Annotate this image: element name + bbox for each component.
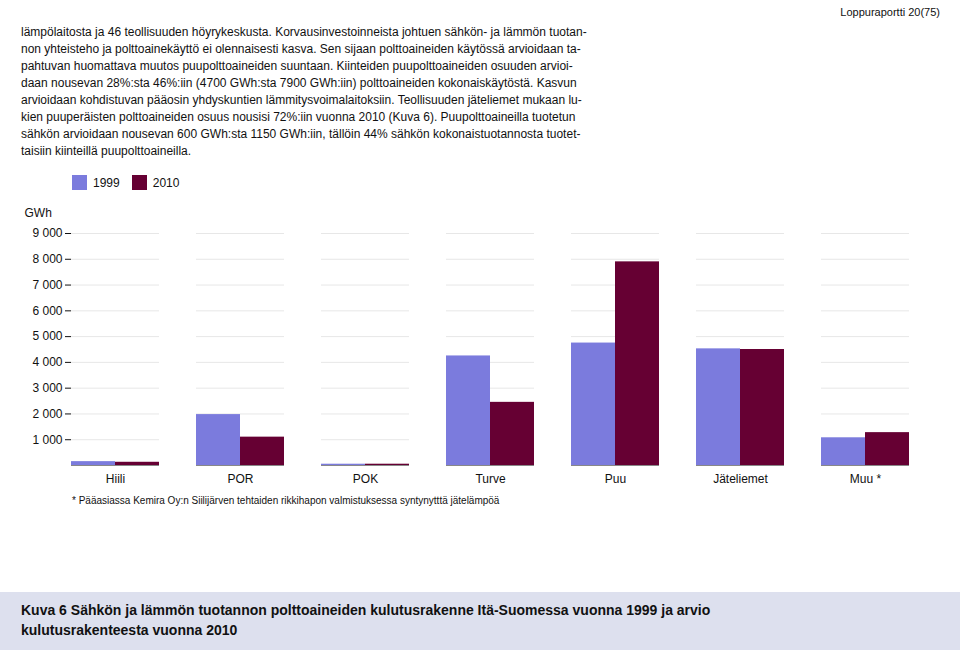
html-text:daan nousevan 28%:sta 46%:iin: daan nousevan 28%:sta 46%:iin (4700 GWh:…: [21, 76, 577, 90]
html-text:2010: 2010: [152, 175, 180, 190]
html-text:non yhteisteho ja polttoainekä: non yhteisteho ja polttoainekäyttö ei ol…: [21, 42, 581, 56]
svg-text:Hiili: Hiili: [106, 472, 125, 486]
svg-text:8 000: 8 000: [32, 252, 62, 266]
html-text:pahtuvan huomattava muutos puu: pahtuvan huomattava muutos puupolttoaine…: [21, 59, 573, 73]
svg-text:Turve: Turve: [475, 472, 506, 486]
svg-text:POR: POR: [227, 472, 253, 486]
svg-text:GWh: GWh: [25, 206, 52, 220]
html-text:sähkön arvioidaan nousevan 600: sähkön arvioidaan nousevan 600 GWh:sta 1…: [21, 127, 581, 141]
svg-text:Jäteliemet: Jäteliemet: [713, 472, 768, 486]
html-text:Loppuraportti 20(75): Loppuraportti 20(75): [840, 6, 940, 18]
svg-text:7 000: 7 000: [32, 278, 62, 292]
html-text:* Pääasiassa Kemira Oy:n Siili: * Pääasiassa Kemira Oy:n Siilijärven teh…: [72, 495, 500, 506]
html-text:Kuva 6 Sähkön ja lämmön tuotan: Kuva 6 Sähkön ja lämmön tuotannon poltto…: [21, 602, 711, 618]
html-text:kien puuperäisten polttoaineid: kien puuperäisten polttoaineiden osuus n…: [21, 110, 576, 124]
html-text:taisiin kiinteillä puupolttoai: taisiin kiinteillä puupolttoaineilla.: [21, 144, 192, 158]
svg-text:6 000: 6 000: [32, 304, 62, 318]
svg-text:3 000: 3 000: [32, 381, 62, 395]
svg-text:POK: POK: [353, 472, 378, 486]
html-text:lämpölaitosta ja 46 teollisuud: lämpölaitosta ja 46 teollisuuden höyryke…: [21, 25, 587, 39]
svg-text:Puu: Puu: [605, 472, 626, 486]
svg-text:Muu *: Muu *: [850, 472, 882, 486]
svg-text:1 000: 1 000: [32, 433, 62, 447]
html-text:kulutusrakenteesta vuonna 2010: kulutusrakenteesta vuonna 2010: [21, 622, 238, 638]
html-text:1999: 1999: [93, 175, 120, 190]
svg-text:9 000: 9 000: [32, 226, 62, 240]
html-text:arvioidaan kohdistuvan pääosin: arvioidaan kohdistuvan pääosin yhdyskunt…: [21, 93, 582, 107]
svg-text:5 000: 5 000: [32, 329, 62, 343]
svg-text:4 000: 4 000: [32, 355, 62, 369]
svg-text:2 000: 2 000: [32, 407, 62, 421]
